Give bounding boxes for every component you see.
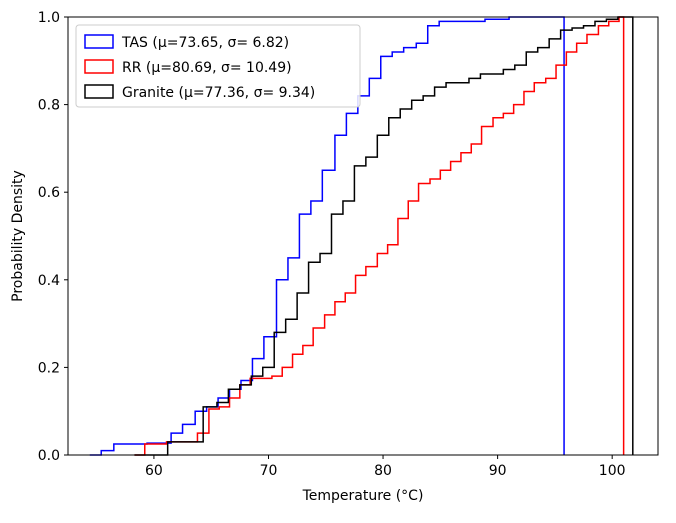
plot-lines [89,16,634,456]
x-tick-label: 60 [145,463,163,479]
axis-ticks: 60 70 80 90 100 0.0 0.2 0.4 0.6 0.8 1.0 [38,10,626,479]
y-axis-label: Probability Density [10,170,26,302]
y-tick-label: 0.2 [38,360,60,376]
legend: TAS (μ=73.65, σ= 6.82) RR (μ=80.69, σ= 10… [75,24,361,108]
series-line-1 [134,16,625,456]
y-tick-label: 0.6 [38,185,60,201]
legend-box [75,24,361,108]
y-tick-label: 0.0 [38,448,60,464]
x-tick-label: 90 [489,463,507,479]
x-axis-label: Temperature (°C) [302,488,424,504]
legend-label-0: TAS (μ=73.65, σ= 6.82) [121,35,289,51]
legend-swatch-1 [84,59,114,74]
x-tick-label: 100 [599,463,626,479]
legend-label-2: Granite (μ=77.36, σ= 9.34) [122,85,315,101]
x-tick-label: 80 [374,463,392,479]
series-line-0 [89,16,565,456]
series-line-2 [134,16,634,456]
legend-swatch-0 [84,34,114,49]
axes-frame [67,16,659,456]
y-tick-label: 0.4 [38,273,60,289]
legend-label-1: RR (μ=80.69, σ= 10.49) [122,60,292,76]
legend-swatch-2 [84,84,114,99]
x-tick-label: 70 [260,463,278,479]
y-tick-label: 1.0 [38,10,60,26]
y-tick-label: 0.8 [38,98,60,114]
